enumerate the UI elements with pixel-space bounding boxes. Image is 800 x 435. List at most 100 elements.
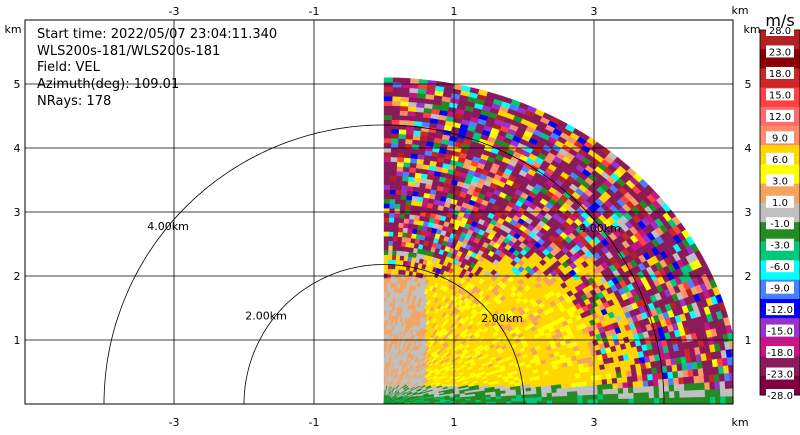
velocity-cell [617,387,624,394]
velocity-field [383,77,741,404]
velocity-cell [406,115,416,122]
velocity-cell [383,198,390,204]
velocity-cell [703,374,710,383]
velocity-cell [623,398,630,404]
colorbar-label-bg [766,303,794,316]
velocity-cell [391,119,400,125]
velocity-cell [678,376,685,385]
velocity-cell [556,391,563,397]
velocity-cell [601,383,609,390]
velocity-cell [394,268,399,275]
velocity-cell [715,396,721,404]
velocity-cell [383,319,387,326]
velocity-cell [395,180,403,186]
y-tick-label-left: 4 [14,142,21,155]
velocity-cell [398,128,407,135]
velocity-cell [551,392,558,397]
velocity-cell [511,397,517,402]
colorbar-label-bg [766,346,794,359]
velocity-cell [663,384,670,392]
velocity-cell [606,378,613,385]
velocity-cell [607,383,614,390]
velocity-cell [633,392,640,399]
velocity-cell [400,87,410,93]
velocity-cell [398,119,408,126]
velocity-cell [389,287,394,293]
y-axis-unit-label: km [4,23,21,36]
velocity-cell [626,375,633,383]
velocity-cell [383,184,391,190]
velocity-cell [390,142,399,149]
velocity-cell [546,396,553,401]
velocity-cell [385,324,389,330]
velocity-cell [390,278,395,284]
velocity-cell [408,96,418,103]
velocity-cell [638,397,645,404]
velocity-cell [400,194,407,201]
velocity-cell [536,400,543,404]
velocity-cell [383,287,388,293]
velocity-cell [383,142,392,148]
velocity-cell [383,366,386,372]
velocity-cell [402,222,409,229]
velocity-cell [597,389,604,395]
colorbar-label-bg [766,174,794,187]
velocity-cell [679,396,686,404]
velocity-cell [388,231,394,237]
x-tick-label-bottom: 1 [451,416,458,429]
velocity-cell [383,96,393,102]
velocity-cell [401,236,407,243]
velocity-cell [699,389,706,398]
velocity-cell [383,385,385,391]
velocity-cell [736,396,741,404]
velocity-cell [582,390,589,396]
velocity-cell [531,393,538,398]
velocity-cells [383,77,741,404]
velocity-cell [400,245,406,252]
velocity-cell [396,161,404,168]
velocity-cell [572,399,579,404]
velocity-cell [688,382,695,391]
velocity-cell [386,287,391,293]
velocity-cell [383,128,392,134]
y-tick-label-right: 5 [745,78,752,91]
velocity-cell [725,395,732,404]
velocity-cell [392,231,399,237]
velocity-cell [577,394,584,400]
velocity-cell [572,395,578,401]
plot-frame [24,19,734,405]
velocity-cell [408,87,419,94]
velocity-cell [704,381,711,390]
velocity-cell [399,105,409,112]
velocity-cell [622,381,629,389]
velocity-cell [576,385,583,392]
velocity-cell [389,203,396,209]
azimuth-text: Azimuth(deg): 109.01 [37,77,180,92]
velocity-cell [402,166,410,173]
velocity-cell [407,223,414,229]
velocity-cell [399,255,405,261]
velocity-cell [395,254,401,261]
velocity-cell [628,392,635,399]
velocity-cell [581,380,588,387]
velocity-cell [383,343,386,349]
velocity-cell [397,231,403,238]
velocity-cell [383,170,391,176]
velocity-cell [678,383,685,391]
velocity-cell [694,382,701,391]
velocity-cell [728,372,733,381]
colorbar-label: -9.0 [770,284,790,295]
velocity-cell [385,329,389,335]
velocity-cell [391,105,401,111]
velocity-cell [536,396,543,401]
velocity-cell [393,212,400,219]
colorbar-label: -28.0 [767,391,793,402]
velocity-cell [383,375,386,381]
velocity-cell [587,389,594,396]
velocity-cell [403,218,410,224]
velocity-cell [383,352,386,358]
velocity-cell [551,388,558,393]
velocity-cell [567,395,573,401]
velocity-cell [383,91,393,97]
colorbar-label: 23.0 [769,47,791,58]
